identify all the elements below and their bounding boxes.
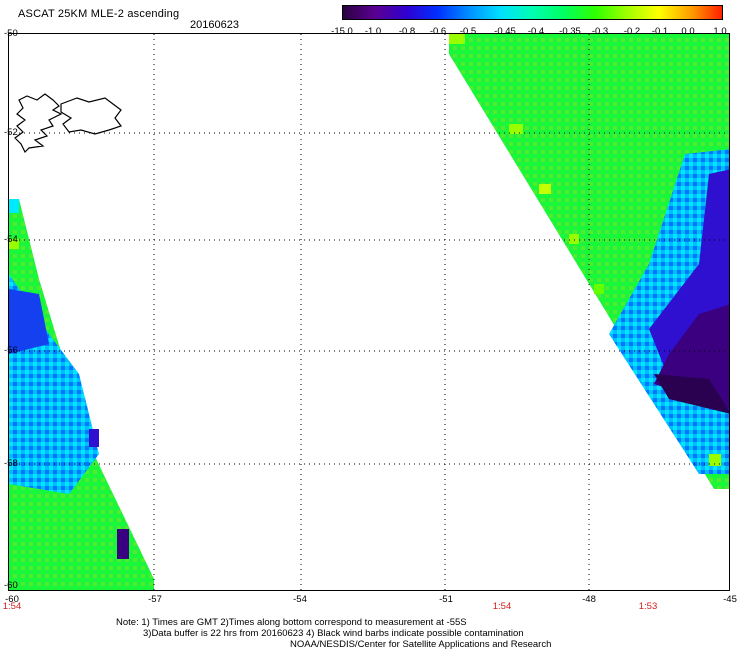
lat-label: -50 xyxy=(4,28,18,39)
lat-label: -60 xyxy=(4,580,18,591)
color-scale-label: 0.0 xyxy=(681,26,695,37)
product-date: 20160623 xyxy=(190,19,239,31)
color-scale-label: -15.0 xyxy=(331,26,353,37)
lon-label: -57 xyxy=(148,594,162,605)
color-scale-label: -1.0 xyxy=(364,26,382,37)
lat-label: -52 xyxy=(4,127,18,138)
color-scale-label: -0.4 xyxy=(527,26,545,37)
time-label: 1:54 xyxy=(2,601,22,612)
falkland-islands-outline xyxy=(14,93,122,154)
color-scale-label: 1.0 xyxy=(713,26,727,37)
lon-label: -60 xyxy=(5,594,19,605)
lon-label: -45 xyxy=(723,594,737,605)
map-canvas xyxy=(9,34,729,590)
footnote-line-1: Note: 1) Times are GMT 2)Times along bot… xyxy=(116,617,467,628)
lat-label: -54 xyxy=(4,234,18,245)
lat-label: -56 xyxy=(4,345,18,356)
color-scale-label: -0.8 xyxy=(398,26,416,37)
lat-label: -58 xyxy=(4,458,18,469)
color-scale-label: -0.2 xyxy=(623,26,641,37)
time-label: 1:53 xyxy=(638,601,658,612)
time-label: 1:54 xyxy=(492,601,512,612)
lon-label: -54 xyxy=(293,594,307,605)
map-panel[interactable] xyxy=(8,33,730,591)
color-scale-label: -0.1 xyxy=(651,26,669,37)
color-scale-label: -0.5 xyxy=(459,26,477,37)
swath-west xyxy=(9,199,154,590)
color-scale-label: -0.35 xyxy=(559,26,581,37)
footnote-line-2: 3)Data buffer is 22 hrs from 20160623 4)… xyxy=(143,628,524,639)
color-scale-bar xyxy=(342,5,723,20)
color-scale-label: -0.45 xyxy=(494,26,516,37)
color-scale-label: -0.6 xyxy=(429,26,447,37)
lon-label: -51 xyxy=(439,594,453,605)
color-scale-label: -0.3 xyxy=(591,26,609,37)
lon-label: -48 xyxy=(582,594,596,605)
footnote-line-3: NOAA/NESDIS/Center for Satellite Applica… xyxy=(290,639,552,650)
color-scale-labels: -15.0 -1.0 -0.8 -0.6 -0.5 -0.45 -0.4 -0.… xyxy=(330,26,732,38)
graticule xyxy=(9,34,729,590)
product-title: ASCAT 25KM MLE-2 ascending xyxy=(18,8,180,20)
